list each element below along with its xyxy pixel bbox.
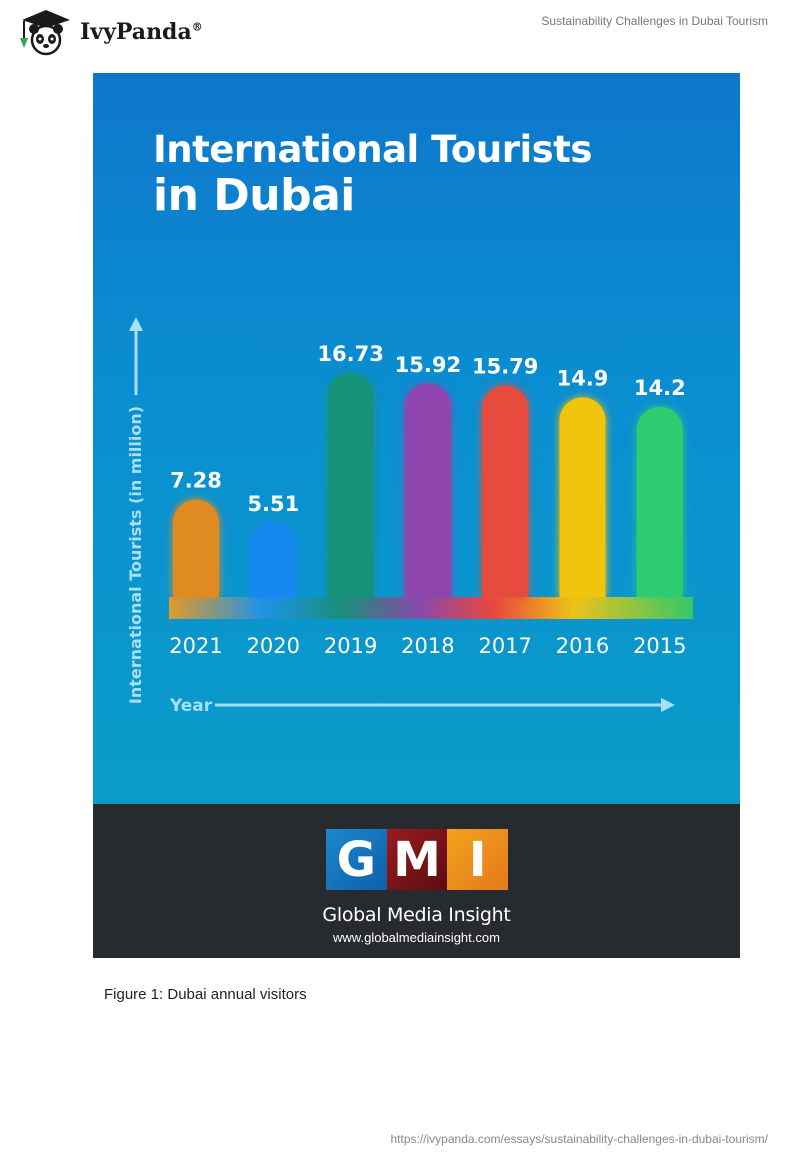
value-label-2018: 15.92 xyxy=(395,353,461,377)
x-tick-label-2020: 2020 xyxy=(247,634,300,658)
x-tick-label-2019: 2019 xyxy=(324,634,377,658)
publisher-footer: G M I Global Media Insight www.globalmed… xyxy=(93,804,740,958)
chart-baseline-strip xyxy=(169,597,693,619)
x-tick-label-2015: 2015 xyxy=(633,634,686,658)
publisher-name: Global Media Insight xyxy=(322,904,511,926)
value-label-2019: 16.73 xyxy=(317,342,383,366)
brand-name: IvyPanda® xyxy=(80,19,203,45)
x-tick-label-2021: 2021 xyxy=(169,634,222,658)
bar-2019 xyxy=(327,373,374,597)
value-label-2021: 7.28 xyxy=(170,469,222,493)
bar-2021 xyxy=(173,499,219,597)
x-axis-label: Year xyxy=(169,696,213,716)
infographic-chart-panel: International Tourists in Dubai xyxy=(93,73,740,804)
panda-mascot-icon xyxy=(20,10,70,56)
bar-chart: International Tourists (in million) Year… xyxy=(126,317,693,716)
bar-2017 xyxy=(482,385,529,597)
value-label-2015: 14.2 xyxy=(634,376,686,400)
x-tick-label-2017: 2017 xyxy=(478,634,531,658)
y-axis-label: International Tourists (in million) xyxy=(126,406,145,704)
x-tick-label-2018: 2018 xyxy=(401,634,454,658)
brand-logo[interactable]: IvyPanda® xyxy=(16,8,203,56)
publisher-url[interactable]: www.globalmediainsight.com xyxy=(333,930,500,945)
footer-url[interactable]: https://ivypanda.com/essays/sustainabili… xyxy=(390,1132,768,1146)
chart-title: International Tourists in Dubai xyxy=(153,131,592,218)
gmi-logo-i: I xyxy=(447,829,509,890)
bar-2016 xyxy=(559,397,606,597)
y-axis-arrow xyxy=(129,317,143,395)
x-axis-arrow xyxy=(215,698,675,712)
bar-2020 xyxy=(250,523,297,597)
chart-title-line1: International Tourists xyxy=(153,128,592,171)
bar-2018 xyxy=(404,383,451,597)
gmi-logo: G M I xyxy=(326,829,509,890)
gmi-logo-m: M xyxy=(386,829,448,890)
value-label-2017: 15.79 xyxy=(472,355,538,379)
value-label-2016: 14.9 xyxy=(557,367,609,391)
figure-caption: Figure 1: Dubai annual visitors xyxy=(104,986,307,1003)
value-label-2020: 5.51 xyxy=(247,492,299,516)
gmi-logo-g: G xyxy=(326,829,387,890)
document-title: Sustainability Challenges in Dubai Touri… xyxy=(541,14,768,28)
chart-title-line2: in Dubai xyxy=(153,170,355,221)
registered-mark: ® xyxy=(191,20,203,34)
infographic: International Tourists in Dubai xyxy=(93,73,740,958)
x-tick-label-2016: 2016 xyxy=(556,634,609,658)
bar-2015 xyxy=(636,406,683,597)
